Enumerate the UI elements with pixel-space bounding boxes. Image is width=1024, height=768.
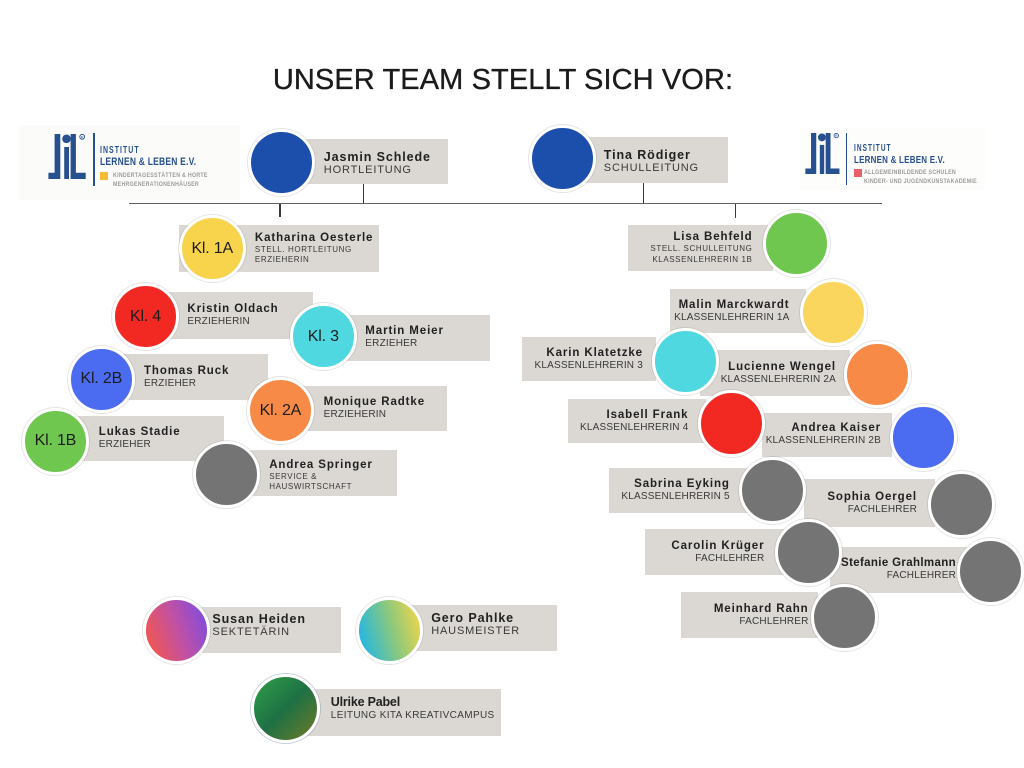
svg-text:R: R [81, 134, 84, 139]
svg-text:R: R [835, 134, 838, 138]
